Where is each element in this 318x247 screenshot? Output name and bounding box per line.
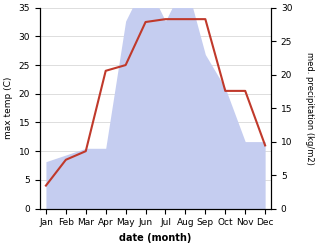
Y-axis label: med. precipitation (kg/m2): med. precipitation (kg/m2) bbox=[305, 52, 314, 165]
Y-axis label: max temp (C): max temp (C) bbox=[4, 77, 13, 139]
X-axis label: date (month): date (month) bbox=[119, 233, 192, 243]
